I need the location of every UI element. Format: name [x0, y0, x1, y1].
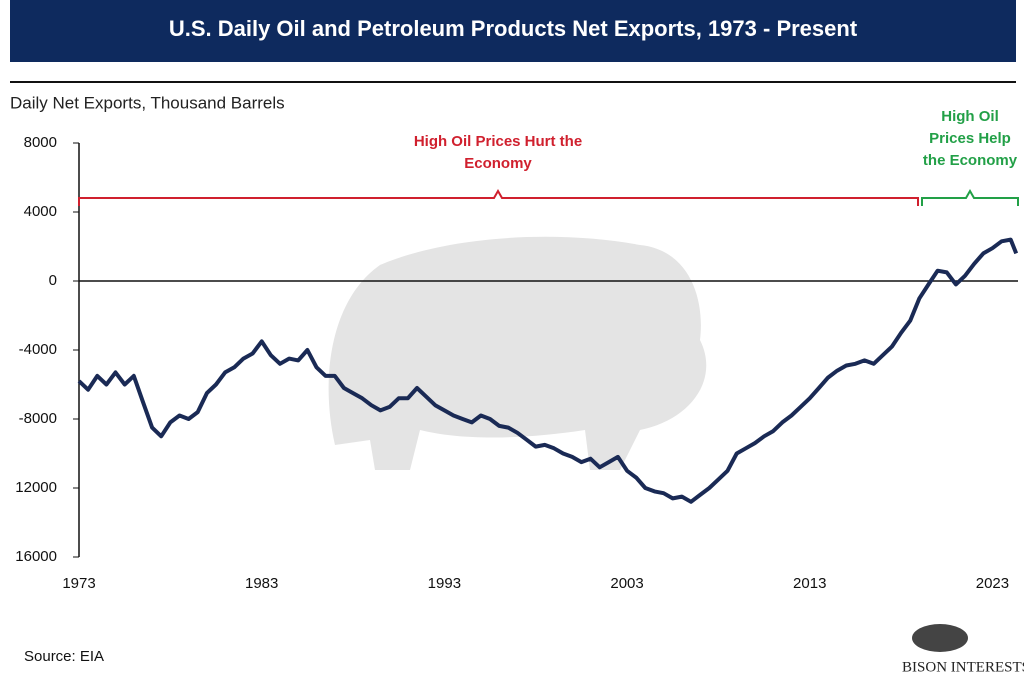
- y-tick-label: 12000: [15, 479, 57, 496]
- annotation: Prices Help: [929, 130, 1011, 147]
- annotation: High Oil Prices Hurt the: [414, 133, 582, 150]
- annotation: the Economy: [923, 152, 1018, 169]
- y-tick-label: 4000: [24, 203, 57, 220]
- title-bar: [10, 0, 1016, 62]
- x-tick-label: 2013: [793, 575, 826, 592]
- watermark: [328, 236, 707, 470]
- x-tick-label: 2003: [610, 575, 643, 592]
- bracket: [921, 188, 1019, 206]
- data-line: [77, 237, 1019, 504]
- chart-title: U.S. Daily Oil and Petroleum Products Ne…: [169, 16, 858, 41]
- annotation: Economy: [464, 155, 532, 172]
- x-tick-label: 1993: [428, 575, 461, 592]
- bracket: [78, 188, 919, 206]
- x-tick-label: 1973: [62, 575, 95, 592]
- x-tick-label: 1983: [245, 575, 278, 592]
- y-tick-label: 16000: [15, 548, 57, 565]
- logo-text: BISON INTERESTS: [902, 659, 1024, 675]
- y-axis-label: Daily Net Exports, Thousand Barrels: [10, 93, 285, 112]
- annotation: High Oil: [941, 108, 999, 125]
- y-tick-label: 8000: [24, 134, 57, 151]
- x-tick-label: 2023: [976, 575, 1009, 592]
- y-tick-label: -4000: [19, 341, 57, 358]
- source: Source: EIA: [24, 648, 104, 665]
- y-tick-label: -8000: [19, 410, 57, 427]
- logo-icon: [912, 624, 968, 652]
- y-tick-label: 0: [49, 272, 57, 289]
